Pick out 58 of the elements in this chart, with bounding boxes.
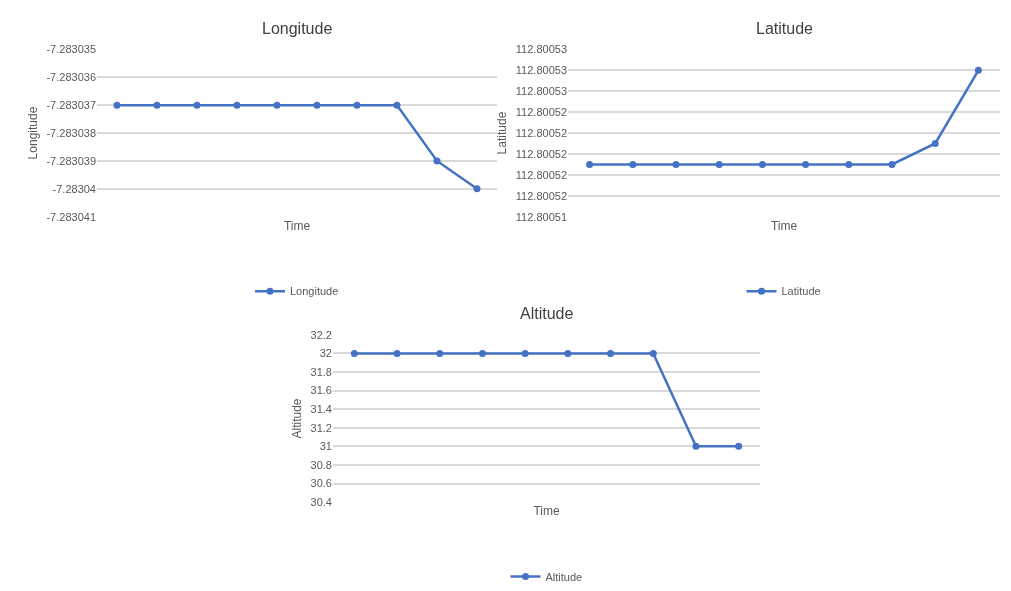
y-tick-label: -7.283036: [46, 71, 96, 84]
x-axis-title: Time: [283, 218, 311, 233]
legend-label: Latitude: [781, 285, 821, 298]
y-tick-label: 112.80051: [515, 210, 567, 223]
point: [313, 101, 321, 109]
point: [273, 101, 281, 109]
chart-title: Latitude: [756, 20, 814, 37]
legend-label: Altitude: [545, 570, 583, 583]
x-axis-title: Time: [533, 504, 560, 519]
y-tick-label: 32: [319, 347, 332, 360]
point: [758, 160, 766, 168]
y-tick-label: 31.4: [310, 403, 332, 416]
y-tick-label: 112.80052: [515, 147, 567, 160]
y-tick-label: 112.80052: [515, 189, 567, 202]
y-tick-label: -7.283038: [46, 126, 96, 139]
point: [353, 101, 361, 109]
point: [802, 160, 810, 168]
point: [433, 157, 441, 165]
point: [393, 101, 401, 109]
point: [931, 139, 939, 147]
point: [193, 101, 201, 109]
y-tick-label: 31.2: [310, 421, 332, 434]
y-tick-label: 32.2: [310, 328, 332, 341]
y-tick-label: 30.6: [310, 477, 332, 490]
y-tick-label: 112.80052: [515, 126, 567, 139]
y-tick-label: 30.4: [310, 495, 332, 508]
y-tick-label: -7.283037: [46, 99, 96, 112]
y-tick-label: 112.80052: [515, 168, 567, 181]
y-tick-label: 31.8: [310, 365, 332, 378]
y-tick-label: -7.283035: [46, 43, 96, 56]
y-axis-title: Longitude: [25, 106, 40, 160]
point: [233, 101, 241, 109]
y-tick-label: -7.283041: [46, 210, 96, 223]
chart-title: Altitude: [520, 305, 574, 322]
point: [888, 160, 896, 168]
y-tick-label: -7.28304: [52, 182, 96, 195]
point: [473, 185, 481, 193]
y-tick-label: 112.80053: [515, 64, 567, 77]
y-tick-label: 112.80053: [515, 43, 567, 56]
y-tick-label: 31.6: [310, 384, 332, 397]
y-axis-title: Latitude: [495, 111, 510, 155]
point: [113, 101, 121, 109]
x-axis-title: Time: [770, 218, 798, 233]
point: [974, 66, 982, 74]
chart-title: Longitude: [262, 20, 333, 37]
y-tick-label: 112.80052: [515, 105, 567, 118]
point: [629, 160, 637, 168]
y-axis-title: Altitude: [289, 398, 304, 439]
y-tick-label: -7.283039: [46, 154, 96, 167]
y-tick-label: 112.80053: [515, 85, 567, 98]
point: [586, 160, 594, 168]
point: [672, 160, 680, 168]
legend-label: Longitude: [290, 285, 339, 298]
point: [153, 101, 161, 109]
y-tick-label: 30.8: [310, 458, 332, 471]
y-tick-label: 31: [319, 440, 332, 453]
point: [715, 160, 723, 168]
point: [845, 160, 853, 168]
